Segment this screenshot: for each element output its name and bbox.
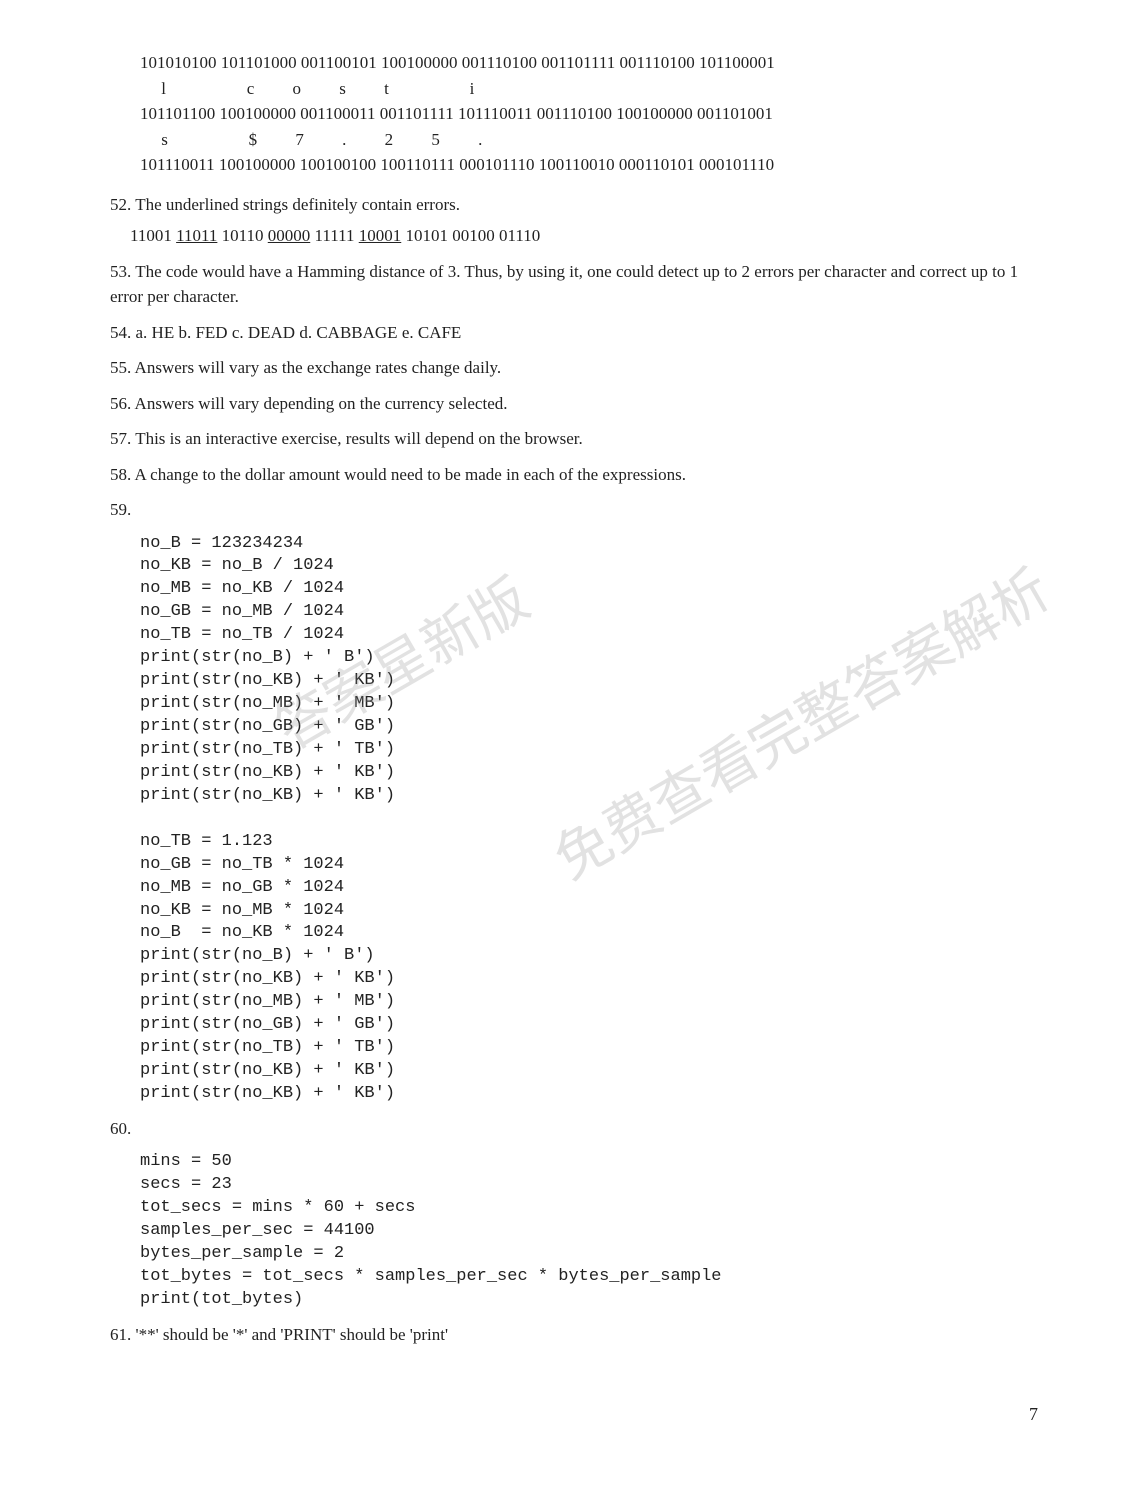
answer-text: Answers will vary depending on the curre… xyxy=(131,394,507,413)
answer-text: A change to the dollar amount would need… xyxy=(131,465,686,484)
answer-text: Answers will vary as the exchange rates … xyxy=(131,358,501,377)
bitstring-error-segment: 10001 xyxy=(359,226,402,245)
answer-text: '**' should be '*' and 'PRINT' should be… xyxy=(131,1325,448,1344)
bitstring-error-segment: 00000 xyxy=(268,226,311,245)
answer-text: This is an interactive exercise, results… xyxy=(131,429,582,448)
answer-text: The code would have a Hamming distance o… xyxy=(110,262,1018,307)
answer-57: 57. This is an interactive exercise, res… xyxy=(110,426,1038,452)
answer-56: 56. Answers will vary depending on the c… xyxy=(110,391,1038,417)
binary-row-3: 101110011 100100000 100100100 100110111 … xyxy=(140,152,1038,178)
answer-52: 52. The underlined strings definitely co… xyxy=(110,192,1038,249)
bitstring-segment: 11001 xyxy=(130,226,176,245)
page-number: 7 xyxy=(1029,1404,1038,1425)
binary-row-1: 101010100 101101000 001100101 100100000 … xyxy=(140,50,1038,76)
answer-number: 58. xyxy=(110,465,131,484)
answer-number: 57. xyxy=(110,429,131,448)
bitstring-segment: 10101 00100 01110 xyxy=(401,226,540,245)
answer-58: 58. A change to the dollar amount would … xyxy=(110,462,1038,488)
answer-60: 60. xyxy=(110,1116,1038,1142)
binary-row-2: 101101100 100100000 001100011 001101111 … xyxy=(140,101,1038,127)
bitstring-error-segment: 11011 xyxy=(176,226,217,245)
answer-number: 52. xyxy=(110,195,131,214)
char-row-1: l c o s t i xyxy=(140,76,1038,102)
answer-55: 55. Answers will vary as the exchange ra… xyxy=(110,355,1038,381)
bitstring-segment: 10110 xyxy=(217,226,267,245)
answer-number: 54. xyxy=(110,323,131,342)
answer-52-bitstring: 11001 11011 10110 00000 11111 10001 1010… xyxy=(130,223,1038,249)
bitstring-segment: 11111 xyxy=(310,226,358,245)
answer-number: 61. xyxy=(110,1325,131,1344)
answer-53: 53. The code would have a Hamming distan… xyxy=(110,259,1038,310)
answer-59-code: no_B = 123234234 no_KB = no_B / 1024 no_… xyxy=(140,533,1038,1106)
answer-text: a. HE b. FED c. DEAD d. CABBAGE e. CAFE xyxy=(131,323,461,342)
answer-54: 54. a. HE b. FED c. DEAD d. CABBAGE e. C… xyxy=(110,320,1038,346)
binary-ascii-table: 101010100 101101000 001100101 100100000 … xyxy=(140,50,1038,178)
document-page: 答案星新版 免费查看完整答案解析 101010100 101101000 001… xyxy=(0,0,1148,1485)
answer-number: 56. xyxy=(110,394,131,413)
answer-number: 53. xyxy=(110,262,131,281)
answer-text: The underlined strings definitely contai… xyxy=(131,195,460,214)
answer-60-code: mins = 50 secs = 23 tot_secs = mins * 60… xyxy=(140,1151,1038,1312)
answer-59: 59. xyxy=(110,497,1038,523)
answer-number: 60. xyxy=(110,1119,131,1138)
char-row-2: s $ 7 . 2 5 . xyxy=(140,127,1038,153)
answer-number: 59. xyxy=(110,500,131,519)
answer-number: 55. xyxy=(110,358,131,377)
answer-61: 61. '**' should be '*' and 'PRINT' shoul… xyxy=(110,1322,1038,1348)
